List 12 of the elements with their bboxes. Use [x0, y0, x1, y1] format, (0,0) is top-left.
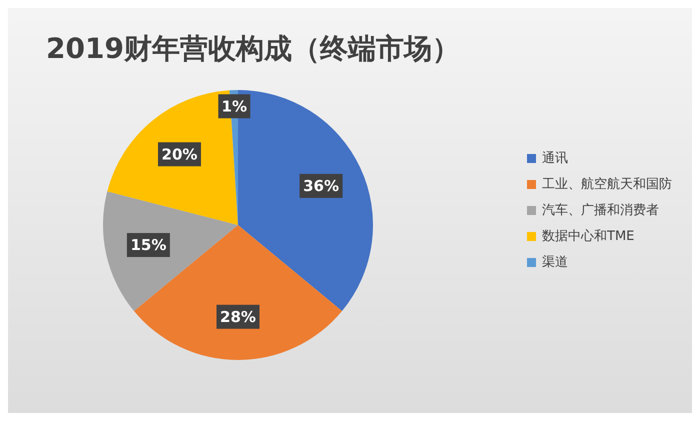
pie-slice: [134, 225, 342, 360]
legend-label: 汽车、广播和消费者: [542, 202, 659, 220]
data-label: 20%: [162, 145, 198, 164]
legend-label: 工业、航空航天和国防: [542, 176, 672, 194]
legend-label: 渠道: [542, 254, 568, 272]
legend-label: 通讯: [542, 150, 568, 168]
data-label: 1%: [222, 97, 248, 116]
data-label: 36%: [303, 176, 340, 195]
legend-label: 数据中心和TME: [542, 228, 634, 246]
data-label: 15%: [130, 236, 166, 254]
data-label: 28%: [220, 308, 256, 326]
chart-title: 2019财年营收构成（终端市场）: [45, 31, 461, 67]
